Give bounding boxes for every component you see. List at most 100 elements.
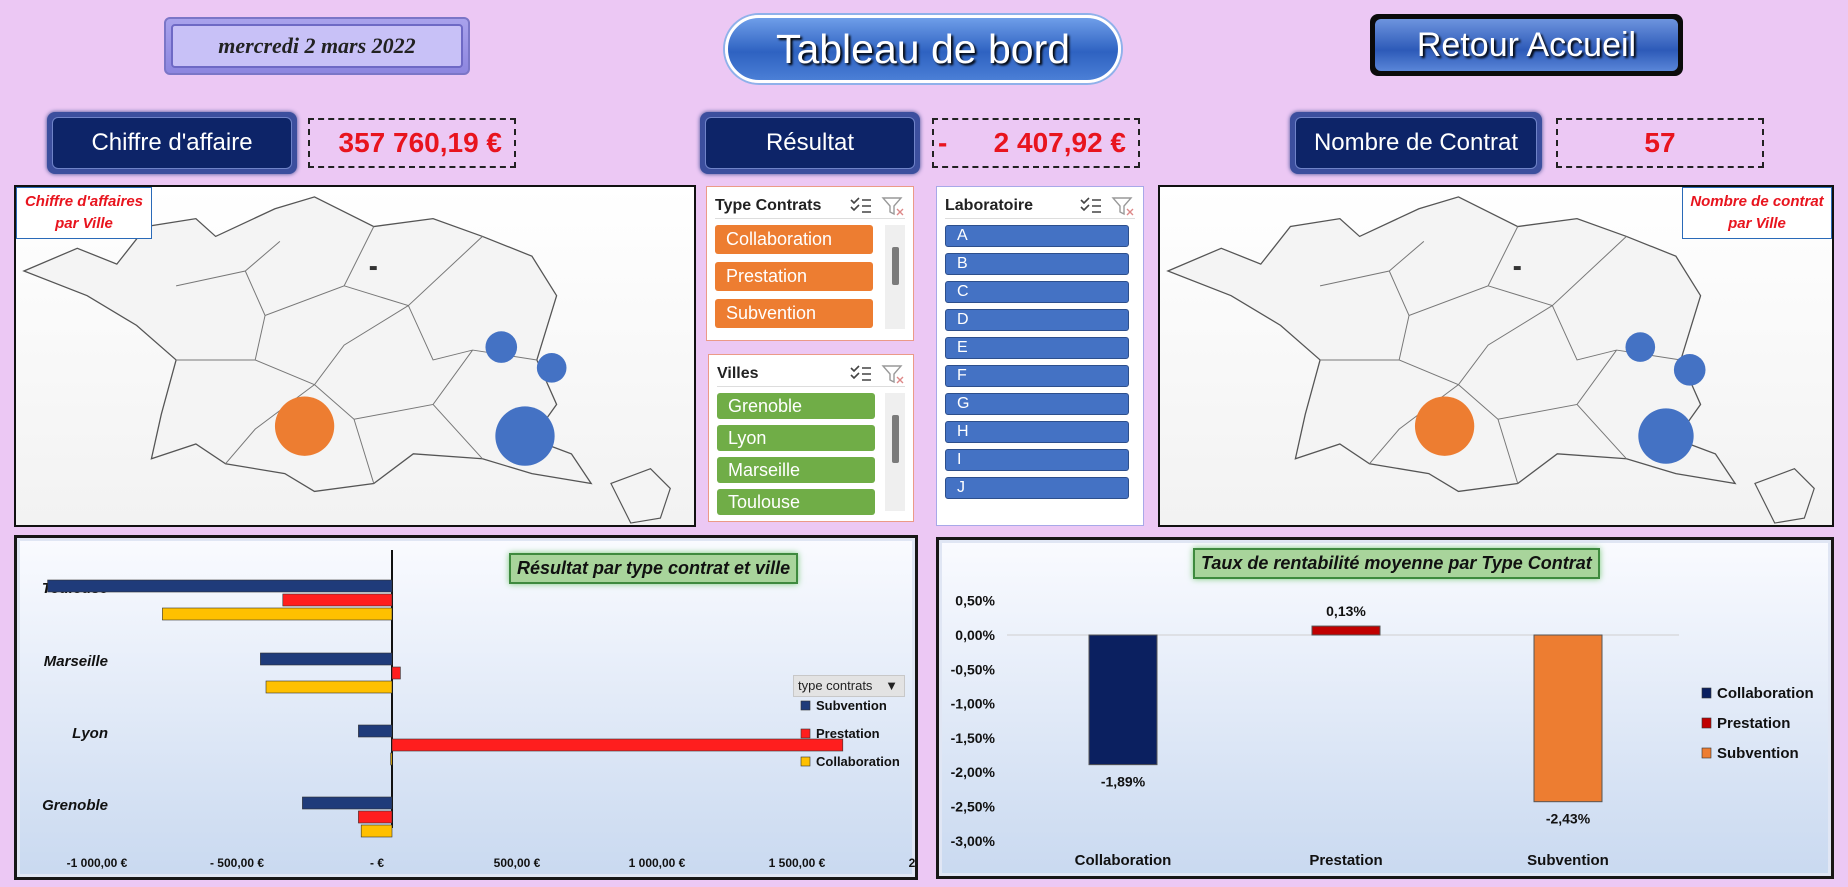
bar-subvention (47, 579, 393, 593)
home-button-label: Retour Accueil (1375, 19, 1678, 71)
bar-prestation (391, 666, 401, 680)
x-tick-label: -1 000,00 € (67, 856, 128, 870)
slicer-item-lab-f[interactable]: F (945, 365, 1129, 387)
slicer-item-lab-i[interactable]: I (945, 449, 1129, 471)
contracts-label: Nombre de Contrat (1290, 112, 1542, 174)
chart-result-by-type-city: ToulouseMarseilleLyonGrenoble-1 500,00 €… (14, 535, 918, 880)
bar-prestation (282, 593, 393, 607)
y-tick-label: -0,50% (951, 661, 996, 677)
chart-profitability-title: Taux de rentabilité moyenne par Type Con… (1193, 548, 1600, 579)
revenue-label: Chiffre d'affaire (47, 112, 297, 174)
bar-collaboration (1088, 634, 1158, 766)
result-value: - 2 407,92 € (932, 118, 1140, 168)
slicer-scrollbar[interactable] (885, 225, 905, 329)
revenue-label-text: Chiffre d'affaire (52, 117, 292, 169)
slicer-item-collaboration[interactable]: Collaboration (715, 225, 873, 254)
contracts-label-text: Nombre de Contrat (1295, 117, 1537, 169)
clear-filter-icon[interactable] (881, 364, 905, 384)
legend-label: Subvention (1717, 745, 1799, 762)
clear-filter-icon[interactable] (881, 196, 905, 216)
france-map-right (1166, 196, 1815, 524)
multi-select-icon[interactable] (849, 196, 873, 216)
data-label: -2,43% (1546, 811, 1591, 827)
category-label: Grenoble (42, 797, 108, 814)
slicer-item-marseille[interactable]: Marseille (717, 457, 875, 483)
slicer-item-lab-c[interactable]: C (945, 281, 1129, 303)
slicer-item-grenoble[interactable]: Grenoble (717, 393, 875, 419)
map-contracts-note: Nombre de contrat par Ville (1682, 187, 1832, 239)
france-map (22, 196, 671, 524)
map-contracts-note-line1: Nombre de contrat (1690, 193, 1824, 210)
y-tick-label: 0,50% (955, 593, 995, 609)
chart-result-title: Résultat par type contrat et ville (509, 553, 799, 584)
x-category-label: Prestation (1309, 852, 1382, 869)
slicer-item-prestation[interactable]: Prestation (715, 262, 873, 291)
x-tick-label: - 500,00 € (210, 856, 264, 870)
chart-profitability-by-type: 0,50% 0,00% -0,50% -1,00% -1,50% -2,00% -2,50%… (936, 537, 1834, 879)
y-tick-label: -1,50% (951, 730, 996, 746)
y-tick-label: -3,00% (951, 833, 996, 849)
map-revenue-note-line1: Chiffre d'affaires (24, 193, 144, 210)
result-label-text: Résultat (705, 117, 915, 169)
y-tick-label: -2,00% (951, 764, 996, 780)
data-label: 0,13% (1326, 603, 1366, 619)
date-text: mercredi 2 mars 2022 (171, 24, 463, 68)
slicer-laboratoire-title: Laboratoire (945, 196, 1034, 214)
bar-collaboration (162, 607, 393, 621)
map-revenue-note: Chiffre d'affaires par Ville (16, 187, 152, 239)
legend-filter-label: type contrats (798, 678, 873, 693)
x-category-label: Subvention (1527, 852, 1609, 869)
result-label: Résultat (700, 112, 920, 174)
multi-select-icon[interactable] (849, 364, 873, 384)
map-contracts-note-line2: par Ville (1728, 215, 1786, 232)
slicer-item-lab-j[interactable]: J (945, 477, 1129, 499)
legend-swatch (1701, 717, 1712, 729)
chart-profitability-svg: 0,50% 0,00% -0,50% -1,00% -1,50% -2,00% -2,50%… (951, 593, 1814, 869)
category-label: Marseille (44, 653, 108, 670)
legend-label: Collaboration (816, 754, 900, 769)
y-tick-label: 0,00% (955, 627, 995, 643)
chart-result-svg: ToulouseMarseilleLyonGrenoble-1 500,00 €… (42, 550, 918, 870)
legend-swatch (1701, 687, 1712, 699)
slicer-scrollbar[interactable] (885, 393, 905, 511)
result-amount: 2 407,92 € (993, 127, 1126, 158)
legend-swatch (1701, 747, 1712, 759)
slicer-item-subvention[interactable]: Subvention (715, 299, 873, 328)
legend-label: Prestation (1717, 715, 1790, 732)
revenue-value: 357 760,19 € (308, 118, 516, 168)
bar-prestation (1311, 625, 1381, 636)
category-label: Lyon (72, 725, 108, 742)
slicer-villes-title: Villes (717, 364, 759, 382)
legend-swatch (800, 700, 811, 711)
chevron-down-icon: ▼ (885, 678, 898, 693)
bar-subvention (260, 652, 393, 666)
slicer-item-lab-d[interactable]: D (945, 309, 1129, 331)
legend-label: Subvention (816, 698, 887, 713)
date-display: mercredi 2 mars 2022 (164, 17, 470, 75)
bar-prestation (358, 810, 393, 824)
slicer-item-lab-g[interactable]: G (945, 393, 1129, 415)
home-button[interactable]: Retour Accueil (1370, 14, 1683, 76)
slicer-item-toulouse[interactable]: Toulouse (717, 489, 875, 515)
map-revenue-note-line2: par Ville (55, 215, 113, 232)
x-tick-label: 1 000,00 € (629, 856, 686, 870)
legend-label: Prestation (816, 726, 880, 741)
bar-subvention (1533, 634, 1603, 803)
legend-swatch (800, 728, 811, 739)
bar-collaboration (265, 680, 393, 694)
slicer-type-contrats: Type Contrats Collaboration Prestation S… (706, 186, 914, 341)
slicer-item-lab-a[interactable]: A (945, 225, 1129, 247)
slicer-item-lab-e[interactable]: E (945, 337, 1129, 359)
slicer-item-lyon[interactable]: Lyon (717, 425, 875, 451)
slicer-item-lab-h[interactable]: H (945, 421, 1129, 443)
x-tick-label: - € (370, 856, 384, 870)
x-tick-label: 2 000,00 € (909, 856, 918, 870)
bar-collaboration (360, 824, 393, 838)
legend-filter-dropdown[interactable]: type contrats ▼ (793, 675, 905, 697)
clear-filter-icon[interactable] (1111, 196, 1135, 216)
multi-select-icon[interactable] (1079, 196, 1103, 216)
x-category-label: Collaboration (1075, 852, 1172, 869)
slicer-item-lab-b[interactable]: B (945, 253, 1129, 275)
result-sign: - (938, 127, 948, 158)
dashboard-title: Tableau de bord (725, 15, 1121, 83)
